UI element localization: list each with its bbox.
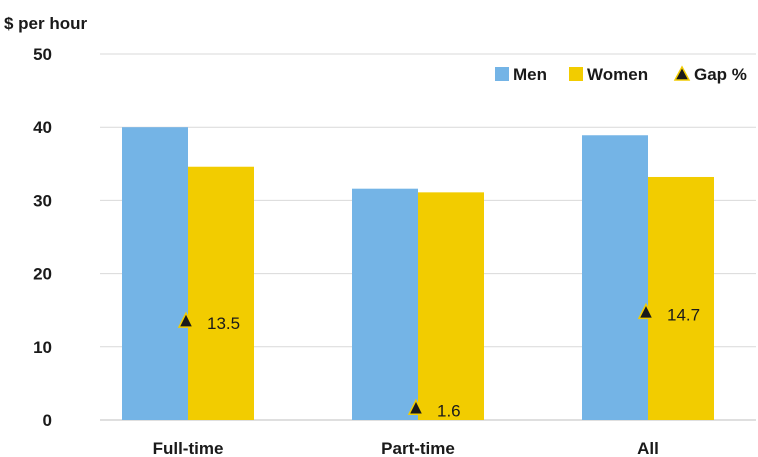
x-category-labels: Full-time Part-time All (153, 439, 659, 457)
legend-swatch-women (569, 67, 583, 81)
gap-value-label: 14.7 (667, 305, 700, 324)
y-tick-label: 40 (33, 118, 52, 137)
gap-value-label: 1.6 (437, 401, 461, 420)
bar-women-all (648, 176, 714, 420)
y-tick-label: 30 (33, 191, 52, 210)
gap-value-label: 13.5 (207, 314, 240, 333)
legend-label-men: Men (513, 65, 547, 84)
legend-label-women: Women (587, 65, 648, 84)
bar-men-all (582, 135, 648, 420)
y-tick-label: 20 (33, 265, 52, 284)
gap-markers: 13.5 1.6 14.7 (177, 302, 700, 420)
legend-triangle-icon (673, 65, 691, 81)
legend: Men Women Gap % (495, 65, 747, 84)
bar-women-full-time (188, 166, 254, 420)
bar-women-part-time (418, 192, 484, 420)
bars (122, 127, 714, 420)
x-category-label: All (637, 439, 659, 457)
y-tick-label: 50 (33, 45, 52, 64)
y-tick-label: 10 (33, 338, 52, 357)
y-axis-title: $ per hour (4, 14, 88, 33)
gap-triangle-icon (177, 311, 195, 328)
gap-triangle-icon (407, 398, 425, 416)
bar-men-full-time (122, 127, 188, 420)
bar-men-part-time (352, 188, 418, 420)
y-tick-label: 0 (43, 411, 52, 430)
y-tick-labels: 0 10 20 30 40 50 (33, 45, 52, 430)
x-category-label: Part-time (381, 439, 455, 457)
gap-triangle-icon (637, 302, 655, 320)
legend-label-gap: Gap % (694, 65, 747, 84)
legend-swatch-men (495, 67, 509, 81)
x-category-label: Full-time (153, 439, 224, 457)
